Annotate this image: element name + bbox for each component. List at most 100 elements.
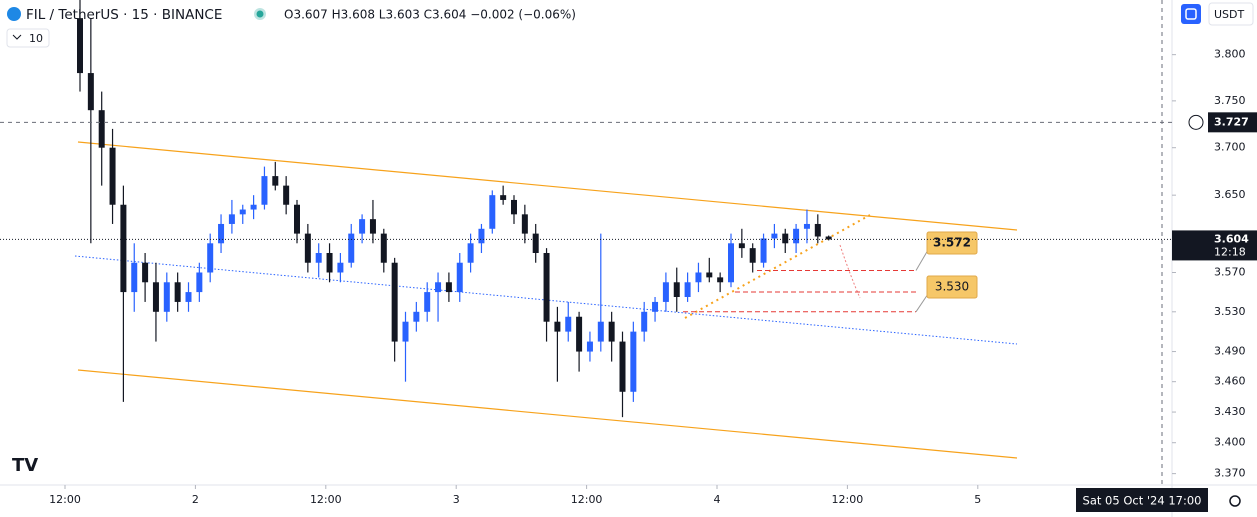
candle-body [435, 282, 442, 293]
candle-body [565, 316, 572, 332]
channel-top [77, 141, 1018, 231]
candle-body [652, 301, 659, 312]
candle-body [586, 341, 593, 352]
candle-body [218, 223, 225, 244]
candle-body [728, 243, 734, 283]
candle-body [77, 18, 83, 74]
candle-body [532, 233, 539, 253]
candle-body [445, 282, 452, 293]
candle-body [413, 311, 420, 322]
crosshair-price: 3.727 [1214, 115, 1249, 128]
x-tick-label: 12:00 [832, 493, 864, 506]
indicator-label: 10 [29, 32, 43, 45]
candle-body [793, 228, 800, 244]
candle-body [402, 321, 409, 342]
ohlc-legend: O3.607 H3.608 L3.603 C3.604 −0.002 (−0.0… [284, 8, 576, 22]
candle-body [304, 233, 311, 263]
candle-body [511, 199, 517, 215]
y-tick-label: 3.400 [1214, 436, 1246, 449]
candle-body [500, 195, 507, 200]
candle-body [576, 316, 583, 352]
candle-body [120, 204, 127, 293]
currency-button[interactable] [1208, 2, 1254, 26]
candle-body [380, 233, 387, 263]
candle-body [673, 282, 680, 298]
crosshair-time-box [1076, 488, 1208, 512]
candle-body [315, 252, 322, 263]
candle-body [814, 223, 821, 237]
candle-body [131, 262, 138, 293]
y-tick-label: 3.460 [1214, 375, 1246, 388]
settings-icon[interactable] [1229, 495, 1241, 507]
candle-body [456, 262, 463, 293]
candle-body [424, 292, 431, 312]
candle-body [684, 282, 691, 298]
candle-body [521, 214, 528, 234]
candle-body [717, 277, 724, 283]
x-tick-label: 12:00 [571, 493, 603, 506]
candle-body [543, 252, 550, 322]
candle-body [662, 282, 669, 302]
candle-body [597, 321, 604, 342]
auto-scale-button[interactable] [1181, 4, 1201, 24]
x-tick-label: 3 [453, 493, 460, 506]
candle-body [163, 282, 170, 312]
trend-line [684, 214, 871, 319]
candle-body [326, 252, 333, 273]
candle-body [738, 243, 745, 249]
candle-body [608, 321, 615, 342]
candle-body [467, 243, 474, 263]
candle-body [348, 233, 355, 263]
y-tick-label: 3.750 [1214, 94, 1246, 107]
candle-body [391, 262, 398, 342]
add-alert-icon[interactable] [1188, 114, 1204, 130]
candle-body [142, 262, 149, 283]
indicator-box[interactable] [6, 28, 50, 48]
candle-body [261, 176, 268, 205]
auto-scale-icon [1185, 8, 1197, 20]
candle-body [250, 204, 257, 210]
y-tick-label: 3.650 [1214, 188, 1246, 201]
x-tick-label: 5 [974, 493, 981, 506]
target-connector [915, 249, 929, 271]
candle-body [630, 331, 637, 392]
candle-body [196, 272, 203, 293]
currency-label: USDT [1214, 8, 1245, 21]
symbol-title: FIL / TetherUS · 15 · BINANCE [26, 7, 222, 23]
candle-body [489, 195, 496, 229]
candle-body [337, 262, 344, 273]
target-connector [915, 293, 929, 313]
y-tick-label: 3.430 [1214, 405, 1246, 418]
tv-logo: 𝗧𝗩 [12, 455, 38, 476]
candle-body [359, 219, 366, 234]
status-dot [256, 10, 264, 18]
price-label-box [1172, 230, 1257, 261]
candle-body [771, 233, 778, 239]
target-label-box [926, 275, 978, 299]
candle-body [760, 238, 767, 263]
x-tick-label: 12:00 [49, 493, 81, 506]
projection-arrow [839, 244, 861, 299]
x-tick-label: 4 [714, 493, 721, 506]
candle-body [554, 321, 561, 332]
candle-body [782, 233, 789, 244]
target-label-box [926, 231, 978, 255]
candle-body [152, 282, 159, 312]
candle-body [749, 248, 756, 263]
candle-body [369, 219, 376, 234]
crosshair-price-box [1208, 112, 1257, 133]
y-tick-label: 3.370 [1214, 467, 1246, 480]
collapse-icon [12, 34, 22, 40]
candle-body [207, 243, 214, 273]
candle-body [695, 272, 702, 283]
candle-body [478, 228, 485, 244]
x-tick-label: 12:00 [310, 493, 342, 506]
y-tick-label: 3.700 [1214, 141, 1246, 154]
price-label: 3.604 [1214, 232, 1249, 245]
target-label: 3.530 [935, 280, 969, 294]
candle-body [283, 185, 290, 205]
candle-body [641, 311, 648, 332]
symbol-icon [7, 7, 21, 21]
